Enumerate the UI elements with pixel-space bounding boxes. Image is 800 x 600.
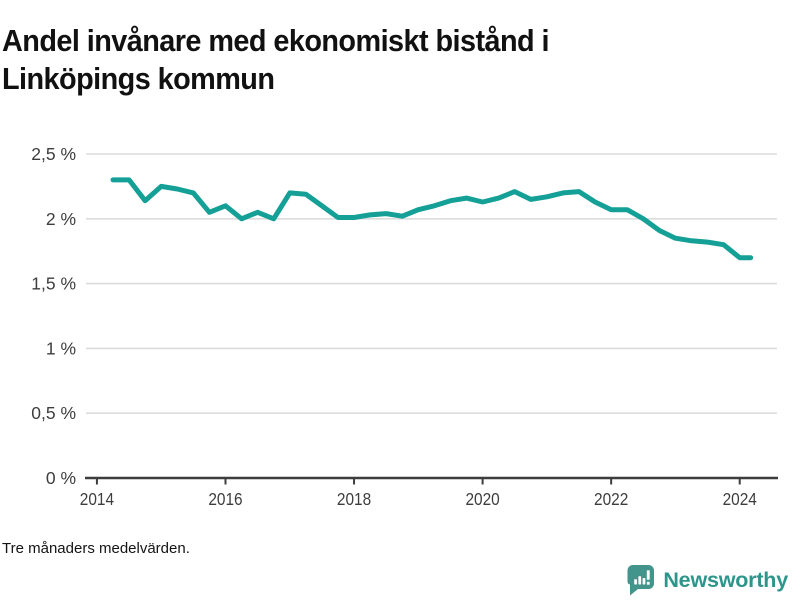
newsworthy-speech-bubble-bar-chart-icon [627,565,655,596]
x-axis-tick-label: 2020 [465,490,499,509]
chart-footnote: Tre månaders medelvärden. [2,540,190,557]
x-axis-tick-label: 2014 [80,490,114,509]
newsworthy-logo-text: Newsworthy [663,567,788,592]
line-chart: 0 % 0,5 % 1 % 1,5 % 2 % 2,5 % 2014 2016 2018 2020… [0,135,800,515]
x-axis-tick-label: 2022 [594,490,628,509]
y-axis-tick-label: 0,5 % [31,403,76,423]
x-axis-tick-label: 2016 [208,490,242,509]
y-axis-tick-label: 2 % [46,209,76,229]
chart-title-line-2: Linköpings kommun [2,60,275,96]
y-axis-tick-label: 1 % [46,338,76,358]
data-line-series [110,177,754,261]
x-axis-tick-label: 2018 [337,490,371,509]
y-axis-tick-label: 1,5 % [31,274,76,294]
line-chart-canvas: 0 % 0,5 % 1 % 1,5 % 2 % 2,5 % 2014 2016 2018 2020… [31,144,778,509]
y-axis-tick-label: 2,5 % [31,144,76,164]
x-axis-tick-label: 2024 [723,490,757,509]
newsworthy-logo-link[interactable]: Newsworthy [627,564,788,596]
y-axis-tick-label: 0 % [46,468,76,488]
chart-title-line-1: Andel invånare med ekonomiskt bistånd i [2,22,550,58]
chart-title: Andel invånare med ekonomiskt bistånd i … [2,22,800,98]
